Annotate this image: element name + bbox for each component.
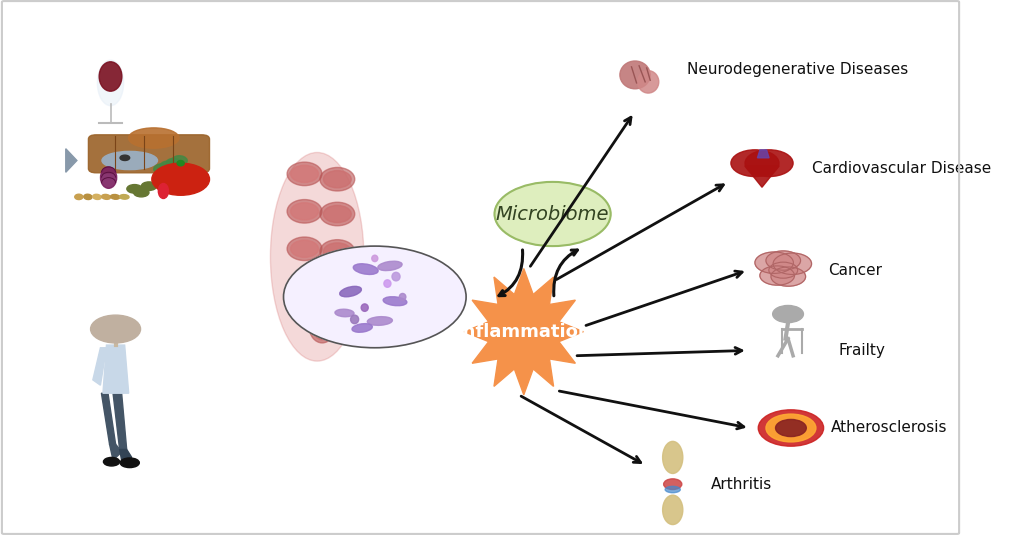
Polygon shape	[103, 345, 128, 393]
Ellipse shape	[309, 310, 335, 343]
Text: Atherosclerosis: Atherosclerosis	[832, 421, 948, 435]
Ellipse shape	[290, 165, 319, 182]
Ellipse shape	[399, 293, 406, 301]
Circle shape	[766, 414, 815, 442]
Ellipse shape	[102, 194, 111, 200]
Ellipse shape	[98, 60, 123, 106]
Circle shape	[773, 253, 811, 274]
Polygon shape	[119, 449, 131, 460]
Ellipse shape	[104, 457, 119, 466]
Ellipse shape	[287, 162, 322, 186]
Ellipse shape	[290, 203, 319, 220]
Ellipse shape	[372, 255, 378, 262]
Ellipse shape	[495, 182, 611, 246]
Ellipse shape	[350, 315, 358, 324]
Ellipse shape	[313, 313, 332, 340]
Polygon shape	[745, 166, 779, 187]
Polygon shape	[102, 393, 116, 444]
Polygon shape	[113, 393, 126, 449]
Circle shape	[731, 150, 779, 177]
Polygon shape	[110, 444, 121, 460]
Ellipse shape	[271, 152, 363, 361]
Ellipse shape	[287, 237, 322, 261]
Ellipse shape	[663, 441, 683, 473]
Ellipse shape	[290, 240, 319, 257]
Ellipse shape	[320, 277, 354, 301]
Text: Frailty: Frailty	[838, 343, 885, 358]
Ellipse shape	[324, 205, 351, 223]
Ellipse shape	[324, 280, 351, 297]
Circle shape	[142, 182, 157, 190]
Ellipse shape	[111, 195, 120, 199]
Circle shape	[759, 266, 794, 285]
Ellipse shape	[159, 184, 168, 198]
Ellipse shape	[120, 458, 139, 468]
Text: Cancer: Cancer	[829, 263, 883, 278]
Ellipse shape	[367, 317, 392, 325]
Ellipse shape	[378, 261, 402, 271]
Ellipse shape	[324, 243, 351, 260]
Circle shape	[769, 262, 798, 278]
Circle shape	[283, 246, 466, 348]
Ellipse shape	[177, 160, 184, 166]
Text: Neurodegenerative Diseases: Neurodegenerative Diseases	[687, 62, 908, 77]
Ellipse shape	[324, 171, 351, 188]
Ellipse shape	[154, 164, 169, 173]
Circle shape	[127, 185, 143, 193]
Ellipse shape	[361, 304, 369, 311]
Circle shape	[120, 155, 129, 160]
Ellipse shape	[287, 274, 322, 298]
FancyBboxPatch shape	[89, 135, 210, 173]
Text: Inflammation: Inflammation	[456, 323, 591, 341]
Ellipse shape	[166, 158, 181, 168]
Ellipse shape	[83, 194, 92, 200]
Ellipse shape	[384, 280, 391, 287]
Polygon shape	[757, 150, 769, 158]
Circle shape	[152, 163, 210, 195]
Ellipse shape	[290, 278, 319, 295]
Circle shape	[771, 267, 805, 286]
Polygon shape	[464, 269, 583, 395]
Ellipse shape	[128, 128, 179, 148]
Circle shape	[776, 419, 806, 437]
Ellipse shape	[353, 264, 378, 274]
Circle shape	[91, 315, 140, 343]
Ellipse shape	[93, 194, 101, 200]
Ellipse shape	[287, 200, 322, 223]
Ellipse shape	[320, 202, 354, 226]
Circle shape	[755, 252, 793, 273]
Polygon shape	[66, 149, 77, 172]
Ellipse shape	[665, 486, 680, 493]
Ellipse shape	[320, 240, 354, 263]
Circle shape	[773, 305, 803, 323]
Ellipse shape	[102, 151, 158, 170]
Ellipse shape	[74, 194, 82, 200]
Ellipse shape	[352, 324, 373, 332]
Polygon shape	[93, 348, 107, 385]
Ellipse shape	[160, 161, 175, 171]
Ellipse shape	[119, 195, 129, 199]
Circle shape	[766, 251, 800, 270]
Text: Cardiovascular Disease: Cardiovascular Disease	[812, 161, 992, 176]
Ellipse shape	[392, 272, 400, 281]
Circle shape	[758, 410, 824, 446]
Circle shape	[745, 150, 793, 177]
Ellipse shape	[620, 61, 651, 89]
Ellipse shape	[99, 62, 122, 91]
Ellipse shape	[172, 156, 187, 165]
Ellipse shape	[101, 167, 117, 188]
Ellipse shape	[383, 297, 407, 305]
Ellipse shape	[340, 286, 361, 297]
Text: Microbiome: Microbiome	[496, 204, 610, 224]
Ellipse shape	[663, 495, 683, 524]
Ellipse shape	[664, 479, 682, 490]
Ellipse shape	[335, 309, 354, 317]
Text: Arthritis: Arthritis	[712, 477, 773, 492]
Circle shape	[133, 188, 149, 197]
Ellipse shape	[320, 167, 354, 191]
Ellipse shape	[637, 71, 659, 93]
